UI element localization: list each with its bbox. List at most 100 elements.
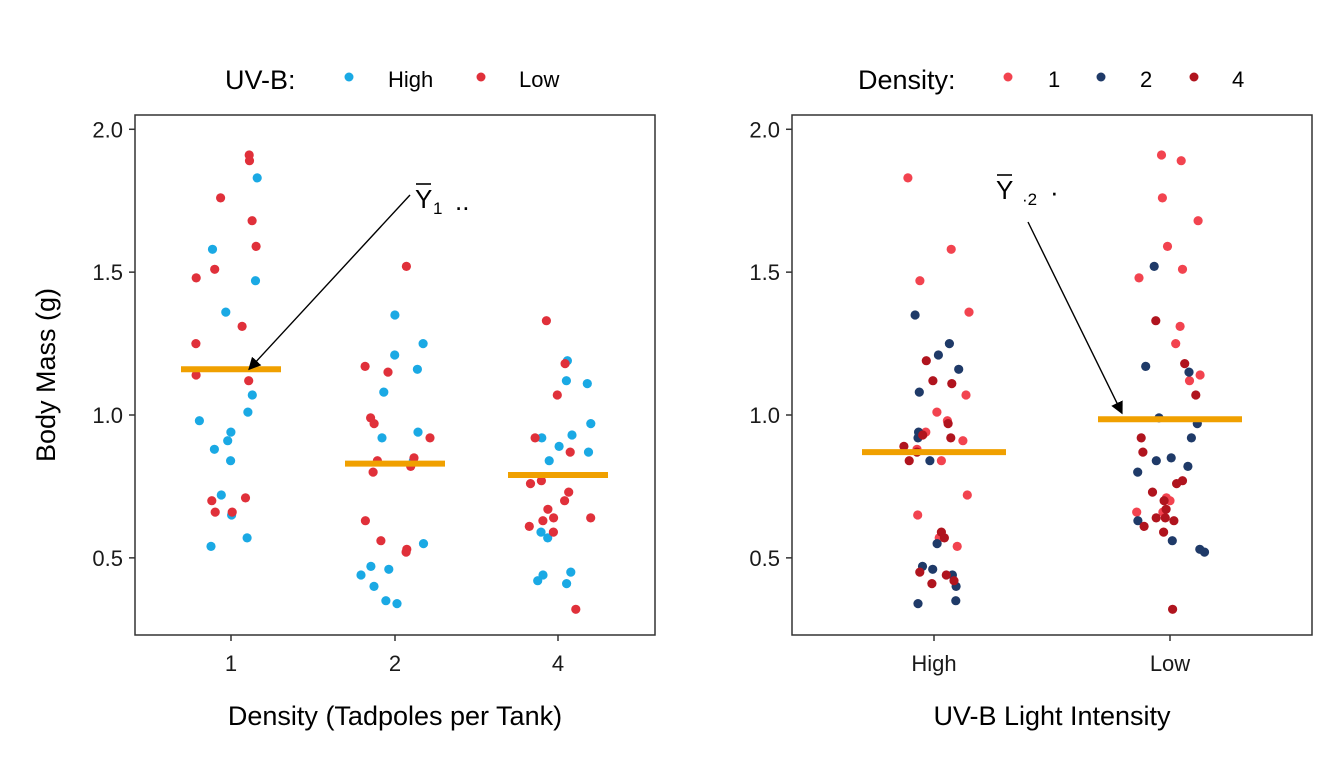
series-1: [903, 150, 1205, 552]
data-point: [369, 419, 379, 429]
data-point: [1159, 527, 1169, 537]
data-point: [944, 339, 955, 349]
data-point: [541, 316, 552, 326]
data-point: [251, 241, 261, 251]
annotation-subscript: 1: [433, 199, 442, 218]
data-point: [366, 561, 376, 572]
annotation-subscript: ·2: [1022, 190, 1037, 209]
data-point: [237, 321, 247, 331]
data-point: [1184, 376, 1195, 386]
data-point: [1167, 536, 1177, 546]
data-point: [1195, 370, 1205, 380]
data-point: [571, 604, 581, 614]
data-point: [913, 599, 923, 609]
data-point: [549, 513, 559, 523]
data-point: [939, 533, 950, 543]
annotation-suffix: ·: [1050, 177, 1059, 207]
data-point: [242, 533, 252, 543]
data-point: [952, 541, 962, 552]
data-point: [1138, 447, 1148, 457]
data-point: [1168, 604, 1178, 614]
data-point: [560, 496, 570, 506]
data-point: [1169, 516, 1179, 526]
data-point: [536, 476, 547, 486]
data-point: [928, 376, 938, 386]
data-point: [552, 390, 562, 400]
data-point: [915, 567, 925, 577]
data-point: [383, 367, 393, 377]
data-point: [1134, 273, 1144, 283]
legend-marker: [344, 72, 354, 82]
data-point: [586, 419, 596, 429]
data-point: [1186, 433, 1196, 443]
y-tick-label: 1.5: [92, 260, 123, 285]
legend-marker: [1003, 72, 1013, 82]
data-point: [925, 456, 935, 466]
data-point: [932, 539, 942, 549]
data-point: [390, 350, 400, 360]
data-point: [1139, 521, 1149, 532]
data-point: [962, 490, 972, 500]
data-point: [1141, 361, 1151, 371]
data-point: [194, 416, 204, 426]
x-tick-label: 1: [225, 651, 237, 676]
mean-annotation: Y 1..: [248, 183, 469, 371]
x-axis-title: Density (Tadpoles per Tank): [228, 701, 562, 731]
data-point: [1175, 321, 1185, 331]
data-point: [207, 244, 218, 254]
series-2: [910, 261, 1210, 609]
data-point: [210, 507, 220, 517]
legend-label: 2: [1140, 67, 1152, 92]
x-tick-label: 4: [552, 651, 564, 676]
legend: Density: 1 2 4: [858, 65, 1244, 95]
data-point: [1136, 433, 1146, 443]
data-point: [1180, 359, 1190, 369]
data-point: [1166, 453, 1176, 463]
data-point: [250, 276, 261, 286]
data-point: [401, 547, 411, 557]
data-point: [936, 456, 947, 466]
legend: UV-B: High Low: [225, 65, 559, 95]
data-point: [1161, 504, 1171, 514]
data-point: [390, 310, 400, 320]
data-point: [554, 441, 564, 451]
data-point: [1176, 156, 1186, 166]
data-point: [244, 156, 255, 166]
data-point: [425, 433, 435, 443]
data-point: [1199, 547, 1210, 557]
data-point: [1149, 261, 1159, 271]
data-point: [954, 364, 964, 374]
data-point: [240, 493, 251, 503]
data-point: [252, 173, 262, 183]
data-point: [1193, 216, 1203, 226]
panel-1: 0.5 1.0 1.5 2.0 1 2 4 Density (Tadpoles per Tan…: [31, 65, 656, 731]
data-point: [1147, 487, 1158, 497]
data-point: [207, 496, 217, 506]
annotation-symbol: Y: [996, 175, 1013, 205]
data-point: [226, 427, 236, 437]
data-point: [561, 376, 572, 386]
data-point: [941, 570, 951, 580]
data-point: [369, 581, 379, 592]
data-point: [560, 359, 570, 369]
data-point: [418, 539, 429, 549]
data-point: [961, 390, 971, 400]
data-point: [1177, 264, 1188, 274]
data-point: [947, 379, 957, 389]
data-point: [392, 599, 402, 609]
data-point: [933, 350, 944, 360]
data-point: [209, 444, 219, 454]
data-point: [216, 490, 226, 500]
data-point: [904, 456, 914, 466]
data-point: [227, 507, 237, 517]
mean-annotation: Y ·2 ·: [996, 174, 1123, 415]
data-point: [543, 504, 553, 514]
data-point: [567, 430, 577, 440]
annotation-arrow: [248, 194, 411, 371]
data-point: [582, 379, 592, 389]
data-point: [1133, 516, 1143, 526]
x-tick-label: High: [911, 651, 956, 676]
data-point: [412, 364, 422, 374]
